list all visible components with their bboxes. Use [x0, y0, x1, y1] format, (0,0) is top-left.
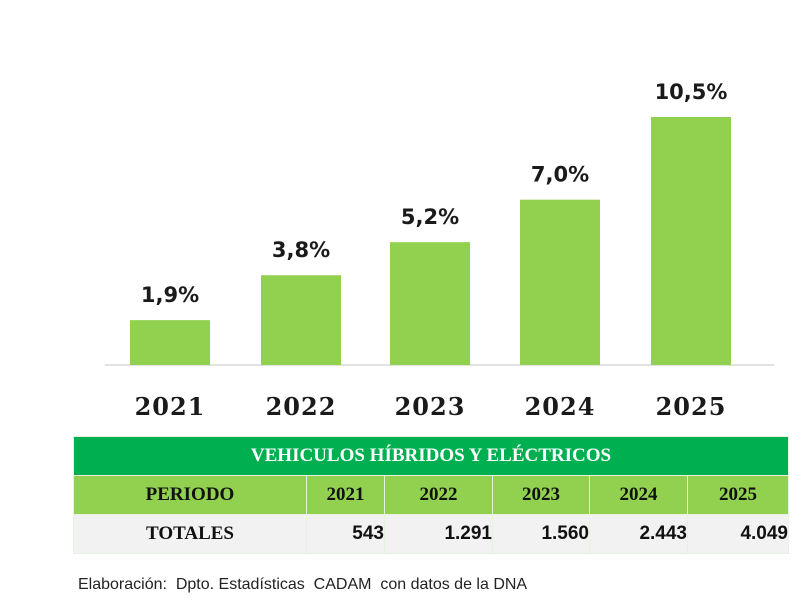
header-year: 2024: [589, 475, 688, 515]
x-tick-label-2022: 2022: [266, 392, 337, 421]
bar-2023: [390, 242, 470, 365]
header-year: 2025: [687, 475, 789, 515]
header-year: 2023: [492, 475, 590, 515]
table-title: VEHICULOS HÍBRIDOS Y ELÉCTRICOS: [73, 436, 789, 476]
data-label-2023: 5,2%: [401, 205, 459, 229]
header-periodo: PERIODO: [73, 475, 307, 515]
header-year: 2022: [384, 475, 493, 515]
x-tick-label-2024: 2024: [525, 392, 596, 421]
table-row-totales: TOTALES 543 1.291 1.560 2.443 4.049: [73, 514, 789, 554]
bar-chart: 1,9% 2021 3,8% 2022 5,2% 2023 7,0% 2024 10,5% 202…: [105, 80, 774, 421]
data-label-2024: 7,0%: [531, 163, 589, 187]
total-cell: 2.443: [589, 514, 688, 554]
table-header-row: PERIODO 2021 2022 2023 2024 2025: [73, 475, 789, 515]
source-note: Elaboración: Dpto. Estadísticas CADAM co…: [78, 576, 528, 593]
data-label-2021: 1,9%: [141, 283, 199, 307]
total-cell: 1.560: [492, 514, 590, 554]
data-label-2022: 3,8%: [272, 238, 330, 262]
bar-2025: [651, 117, 731, 365]
header-year: 2021: [306, 475, 385, 515]
x-tick-label-2025: 2025: [656, 392, 727, 421]
x-tick-label-2021: 2021: [135, 392, 206, 421]
bar-2022: [261, 275, 341, 365]
total-cell: 543: [306, 514, 385, 554]
table-title-row: VEHICULOS HÍBRIDOS Y ELÉCTRICOS: [73, 436, 789, 476]
bar-2021: [130, 320, 210, 365]
data-table: VEHICULOS HÍBRIDOS Y ELÉCTRICOS PERIODO …: [73, 436, 789, 554]
row-label-totales: TOTALES: [73, 514, 307, 554]
total-cell: 1.291: [384, 514, 493, 554]
bar-2024: [520, 199, 600, 365]
total-cell: 4.049: [687, 514, 789, 554]
x-tick-label-2023: 2023: [395, 392, 466, 421]
data-label-2025: 10,5%: [655, 80, 728, 104]
